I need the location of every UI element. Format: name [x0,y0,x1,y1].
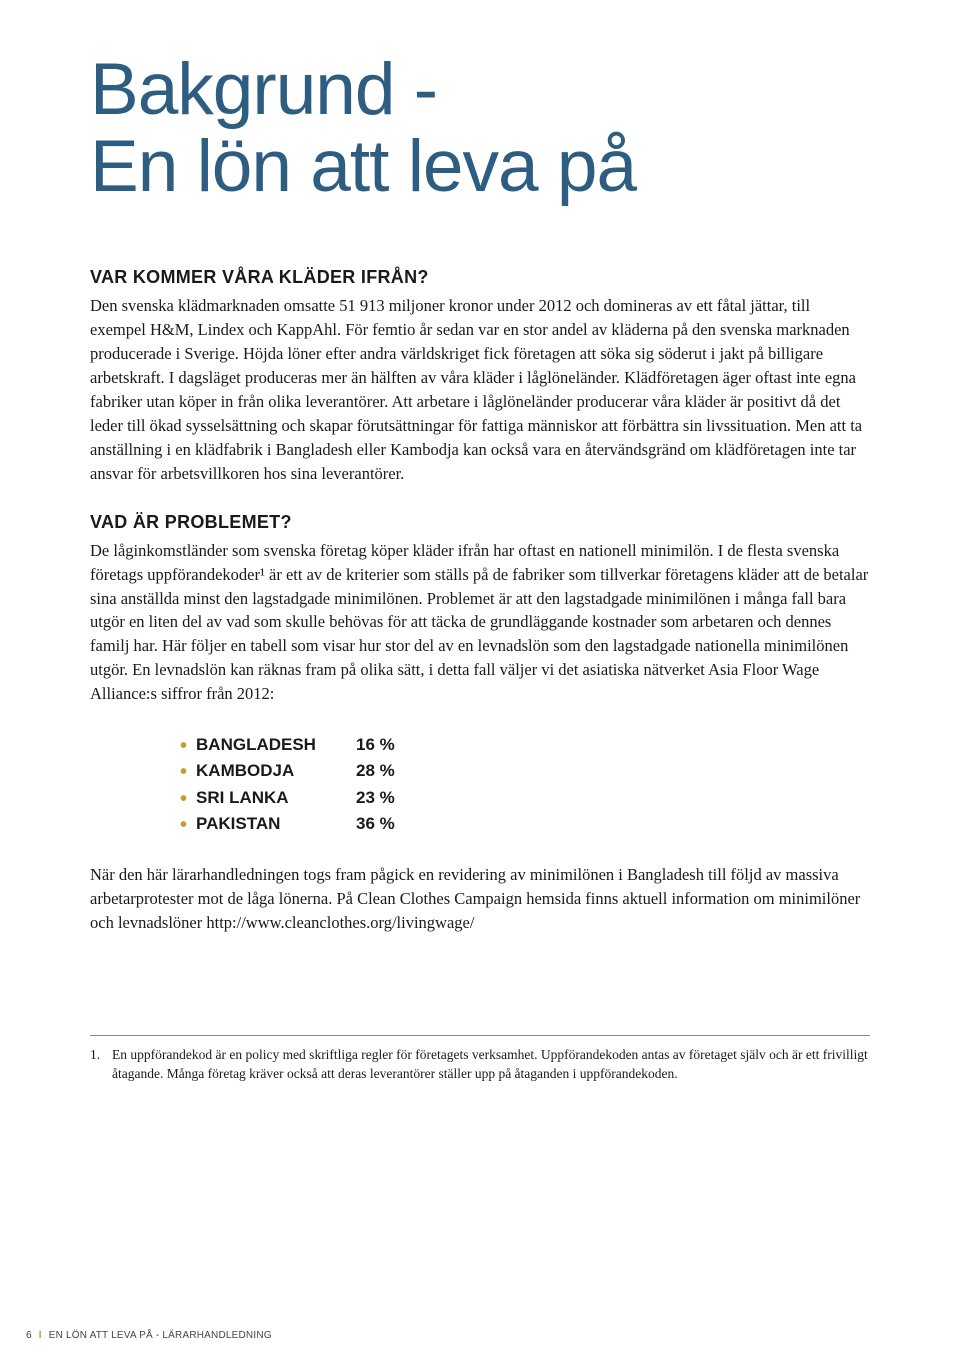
title-line-1: Bakgrund - [90,49,437,130]
wage-table: • BANGLADESH 16 % • KAMBODJA 28 % • SRI … [180,732,870,837]
page-title: Bakgrund - En lön att leva på [90,52,870,205]
wage-country: KAMBODJA [196,758,356,784]
footer-page-number: 6 [26,1330,32,1341]
footnote-text: En uppförandekod är en policy med skrift… [112,1046,870,1084]
footnote-divider [90,1035,870,1036]
wage-country: SRI LANKA [196,785,356,811]
wage-percent: 16 % [356,732,395,758]
wage-row: • KAMBODJA 28 % [180,758,870,784]
footnote: 1. En uppförandekod är en policy med skr… [90,1046,870,1084]
wage-percent: 28 % [356,758,395,784]
bullet-icon: • [180,789,187,809]
wage-row: • SRI LANKA 23 % [180,785,870,811]
wage-row: • BANGLADESH 16 % [180,732,870,758]
bullet-icon: • [180,736,187,756]
section-2-heading: VAD ÄR PROBLEMET? [90,512,870,533]
section-3-body: När den här lärarhandledningen togs fram… [90,863,870,935]
footer-divider-icon: I [39,1330,42,1341]
section-2-body: De låginkomstländer som svenska företag … [90,539,870,706]
section-1-heading: VAR KOMMER VÅRA KLÄDER IFRÅN? [90,267,870,288]
wage-percent: 23 % [356,785,395,811]
page-footer: 6 I EN LÖN ATT LEVA PÅ - LÄRARHANDLEDNIN… [26,1330,272,1341]
title-line-2: En lön att leva på [90,126,636,207]
bullet-icon: • [180,815,187,835]
wage-country: PAKISTAN [196,811,356,837]
wage-country: BANGLADESH [196,732,356,758]
bullet-icon: • [180,762,187,782]
section-1-body: Den svenska klädmarknaden omsatte 51 913… [90,294,870,485]
wage-percent: 36 % [356,811,395,837]
footer-title: EN LÖN ATT LEVA PÅ - LÄRARHANDLEDNING [49,1330,272,1341]
document-page: Bakgrund - En lön att leva på VAR KOMMER… [0,0,960,1124]
wage-row: • PAKISTAN 36 % [180,811,870,837]
footnote-number: 1. [90,1046,112,1084]
